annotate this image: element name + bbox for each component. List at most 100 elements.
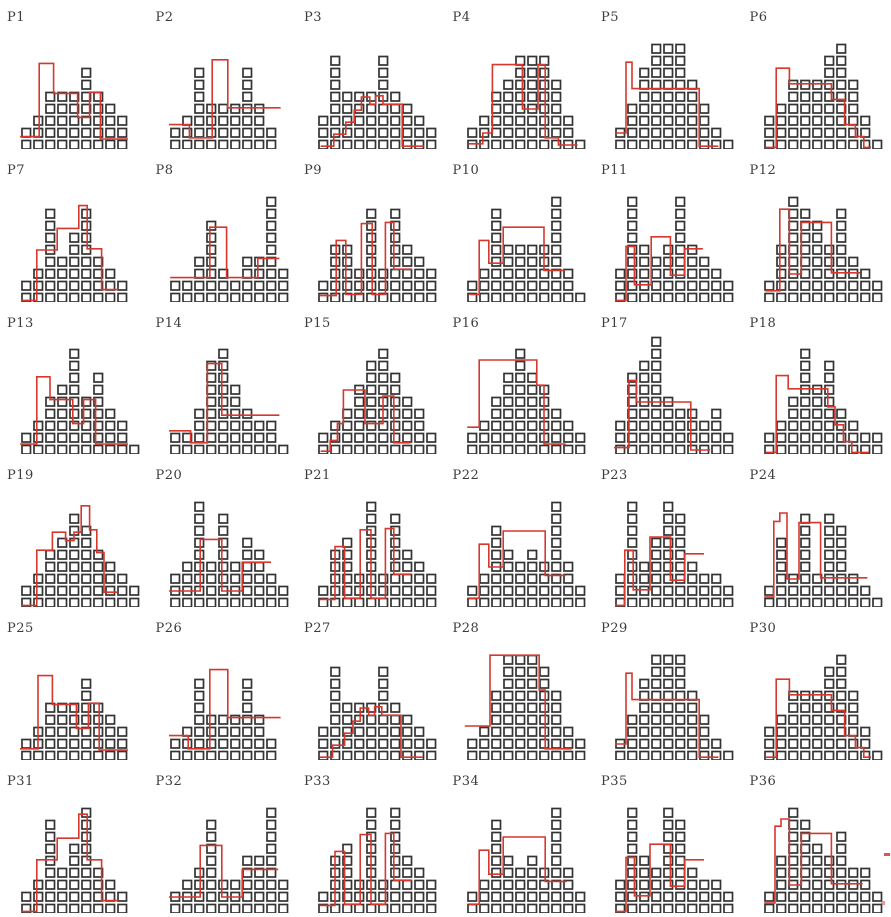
- dot-square: [663, 525, 674, 537]
- dot-square: [490, 879, 501, 890]
- dot-square: [675, 726, 686, 738]
- dot-square: [426, 139, 437, 149]
- dot-square: [639, 445, 650, 455]
- dot-square: [859, 292, 870, 302]
- dot-square: [117, 115, 128, 126]
- dot-square: [699, 750, 710, 761]
- dot-square: [169, 903, 180, 913]
- dot-square: [69, 597, 80, 608]
- dot-square: [663, 597, 674, 608]
- dot-square: [699, 903, 710, 913]
- panel-label: P34: [452, 774, 480, 790]
- dot-square: [514, 55, 525, 66]
- panel-P16: P16: [446, 306, 595, 459]
- dot-square: [627, 421, 638, 432]
- dot-square: [502, 268, 513, 279]
- panel-label: P32: [155, 774, 183, 790]
- dot-square: [105, 421, 116, 432]
- dot-square: [823, 103, 834, 114]
- dot-square: [390, 726, 401, 738]
- dot-square: [502, 373, 513, 384]
- dot-square: [205, 292, 216, 302]
- dot-square: [265, 585, 276, 597]
- red-sketch-line: [20, 62, 128, 140]
- dot-square: [502, 244, 513, 255]
- dot-square: [253, 127, 264, 138]
- dot-square: [627, 103, 638, 114]
- dot-square: [490, 280, 501, 291]
- dot-square: [217, 139, 228, 149]
- dot-square: [33, 879, 44, 890]
- dot-square: [490, 220, 501, 231]
- red-sketch-line: [21, 813, 119, 913]
- dot-square: [799, 349, 810, 360]
- red-sketch-line: [615, 536, 704, 607]
- dot-square: [378, 690, 389, 702]
- dot-plot: [763, 196, 882, 302]
- dot-square: [21, 750, 32, 761]
- dot-square: [823, 385, 834, 396]
- dot-square: [687, 750, 698, 761]
- dot-square: [205, 385, 216, 396]
- dot-square: [69, 139, 80, 149]
- dot-square: [81, 397, 92, 408]
- dot-square: [105, 280, 116, 291]
- dot-square: [526, 55, 537, 66]
- dot-square: [550, 268, 561, 279]
- panel-P25: P25: [0, 611, 149, 764]
- dot-square: [847, 139, 858, 149]
- dot-square: [651, 433, 662, 444]
- dot-square: [550, 196, 561, 207]
- dot-square: [181, 573, 192, 585]
- dot-square: [490, 256, 501, 267]
- panel-P24: P24: [743, 458, 891, 611]
- dot-square: [193, 561, 204, 573]
- dot-square: [490, 525, 501, 537]
- dot-square: [57, 268, 68, 279]
- dot-square: [366, 397, 377, 408]
- dot-square: [639, 597, 650, 608]
- dot-square: [57, 409, 68, 420]
- dot-square: [787, 597, 798, 608]
- dot-square: [402, 397, 413, 408]
- dot-square: [81, 139, 92, 149]
- dot-square: [699, 292, 710, 302]
- dot-square: [663, 678, 674, 690]
- dot-square: [859, 738, 870, 750]
- dot-square: [514, 421, 525, 432]
- dot-plot: [20, 349, 140, 455]
- dot-square: [57, 421, 68, 432]
- dot-square: [57, 561, 68, 573]
- dot-square: [823, 903, 834, 913]
- dot-square: [490, 714, 501, 726]
- dot-square: [33, 891, 44, 902]
- dot-square: [550, 750, 561, 761]
- dot-square: [627, 537, 638, 549]
- dot-square: [105, 585, 116, 597]
- dot-square: [699, 103, 710, 114]
- dot-square: [787, 585, 798, 597]
- dot-plot: [318, 349, 437, 455]
- dot-square: [550, 714, 561, 726]
- dot-square: [711, 127, 722, 138]
- dot-square: [466, 891, 477, 902]
- dot-square: [502, 280, 513, 291]
- dot-square: [217, 445, 228, 455]
- dot-square: [514, 373, 525, 384]
- panel-label: P14: [155, 315, 183, 331]
- dot-square: [651, 55, 662, 66]
- dot-square: [81, 421, 92, 432]
- dot-square: [811, 726, 822, 738]
- dot-square: [105, 726, 116, 738]
- dot-square: [835, 597, 846, 608]
- dot-square: [811, 585, 822, 597]
- dot-square: [574, 903, 585, 913]
- dot-square: [81, 127, 92, 138]
- dot-square: [45, 127, 56, 138]
- dot-square: [93, 750, 104, 761]
- dot-square: [687, 244, 698, 255]
- dot-square: [651, 690, 662, 702]
- dot-square: [205, 268, 216, 279]
- dot-square: [105, 103, 116, 114]
- dot-square: [330, 714, 341, 726]
